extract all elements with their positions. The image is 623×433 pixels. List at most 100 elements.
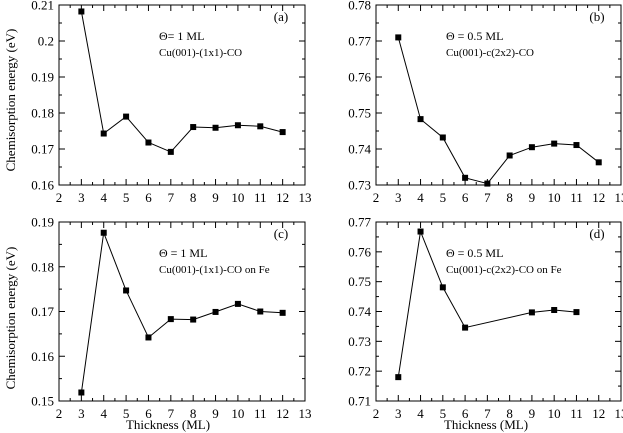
- data-point: [439, 134, 446, 141]
- y-tick-label: 0.18: [31, 106, 54, 121]
- data-point: [506, 152, 513, 159]
- x-tick-label: 2: [373, 190, 380, 205]
- structure-annotation: Cu(001)-(1x1)-CO: [159, 47, 242, 59]
- y-tick-label: 0.74: [348, 142, 371, 157]
- x-tick-label: 2: [373, 406, 380, 421]
- x-tick-label: 4: [417, 406, 424, 421]
- x-tick-label: 6: [145, 190, 152, 205]
- coverage-annotation: Θ = 0.5 ML: [446, 29, 503, 43]
- x-tick-label: 9: [529, 406, 536, 421]
- x-tick-label: 6: [462, 190, 469, 205]
- panel-label: (c): [274, 226, 288, 241]
- data-point: [484, 180, 491, 187]
- data-point: [528, 309, 535, 316]
- x-tick-label: 13: [615, 190, 623, 205]
- x-tick-label: 4: [100, 406, 107, 421]
- data-point: [123, 287, 130, 294]
- y-tick-label: 0.72: [348, 364, 371, 379]
- series-line: [80, 11, 283, 153]
- data-point: [190, 124, 197, 131]
- x-tick-label: 2: [56, 190, 63, 205]
- x-tick-label: 5: [440, 190, 447, 205]
- data-point: [145, 334, 152, 341]
- x-tick-label: 5: [123, 406, 130, 421]
- coverage-annotation: Θ= 1 ML: [159, 29, 204, 43]
- x-tick-label: 11: [254, 406, 267, 421]
- x-tick-label: 11: [254, 190, 267, 205]
- y-tick-label: 0.75: [348, 274, 371, 289]
- data-point: [78, 8, 85, 15]
- data-point: [212, 308, 219, 315]
- x-tick-label: 4: [417, 190, 424, 205]
- data-point: [417, 116, 424, 123]
- data-point: [123, 113, 130, 120]
- x-tick-label: 11: [570, 406, 583, 421]
- y-tick-label: 0.73: [348, 334, 371, 349]
- data-point: [573, 142, 580, 149]
- y-tick-label: 0.76: [348, 244, 371, 259]
- x-tick-label: 12: [592, 406, 605, 421]
- x-tick-label: 4: [100, 190, 107, 205]
- panel-label: (d): [589, 226, 604, 241]
- data-point: [212, 124, 219, 131]
- data-point: [100, 229, 107, 236]
- x-tick-label: 5: [440, 406, 447, 421]
- data-point: [462, 324, 469, 331]
- y-tick-label: 0.77: [348, 34, 371, 49]
- y-tick-label: 0.71: [348, 394, 371, 409]
- x-tick-label: 8: [506, 406, 513, 421]
- x-tick-label: 11: [570, 190, 583, 205]
- x-tick-label: 8: [506, 190, 513, 205]
- y-axis-title-top: Chemisorption energy (eV): [3, 29, 18, 172]
- y-tick-label: 0.15: [31, 394, 54, 409]
- x-tick-label: 13: [615, 406, 623, 421]
- x-tick-label: 6: [145, 406, 152, 421]
- coverage-annotation: Θ = 1 ML: [159, 246, 207, 260]
- coverage-annotation: Θ = 0.5 ML: [446, 246, 503, 260]
- x-tick-label: 3: [78, 190, 85, 205]
- x-tick-label: 2: [56, 406, 63, 421]
- x-tick-label: 10: [231, 406, 244, 421]
- data-point: [190, 316, 197, 323]
- x-tick-label: 7: [168, 190, 175, 205]
- y-tick-label: 0.75: [348, 106, 371, 121]
- x-tick-label: 3: [78, 406, 85, 421]
- data-point: [573, 309, 580, 316]
- y-axis-title-bottom: Chemisorption energy (eV): [3, 247, 18, 390]
- x-axis-title-right: Thickness (ML): [444, 417, 528, 432]
- series-line: [397, 37, 600, 185]
- x-tick-label: 8: [190, 190, 197, 205]
- data-point: [439, 284, 446, 291]
- y-tick-label: 0.16: [31, 178, 54, 193]
- data-point: [234, 122, 241, 129]
- x-tick-label: 3: [395, 406, 402, 421]
- x-tick-label: 6: [462, 406, 469, 421]
- x-tick-label: 9: [212, 406, 219, 421]
- data-point: [257, 308, 264, 315]
- y-tick-label: 0.73: [348, 178, 371, 193]
- x-tick-label: 8: [190, 406, 197, 421]
- series-line: [80, 230, 283, 393]
- data-point: [100, 130, 107, 137]
- data-point: [551, 140, 558, 147]
- x-tick-label: 10: [548, 190, 561, 205]
- data-point: [395, 374, 402, 381]
- data-point: [528, 144, 535, 151]
- x-tick-label: 7: [484, 406, 491, 421]
- panel-0: 2 3 4 5 6 7 8 9 10 11 12 13 0.16 0.17 0.18 0.19 0.2 0.21 (…: [31, 0, 311, 205]
- data-point: [395, 34, 402, 41]
- x-tick-label: 3: [395, 190, 402, 205]
- panels-group: 2 3 4 5 6 7 8 9 10 11 12 130.160.170.180.190.20.21(…: [31, 0, 623, 421]
- data-point: [279, 129, 286, 136]
- x-tick-label: 9: [529, 190, 536, 205]
- x-tick-label: 13: [299, 406, 312, 421]
- panel-label: (a): [274, 9, 288, 24]
- y-tick-label: 0.17: [31, 304, 54, 319]
- y-tick-label: 0.21: [31, 0, 54, 13]
- data-point: [78, 389, 85, 396]
- panel-label: (b): [589, 9, 604, 24]
- y-tick-label: 0.76: [348, 70, 371, 85]
- x-tick-label: 9: [212, 190, 219, 205]
